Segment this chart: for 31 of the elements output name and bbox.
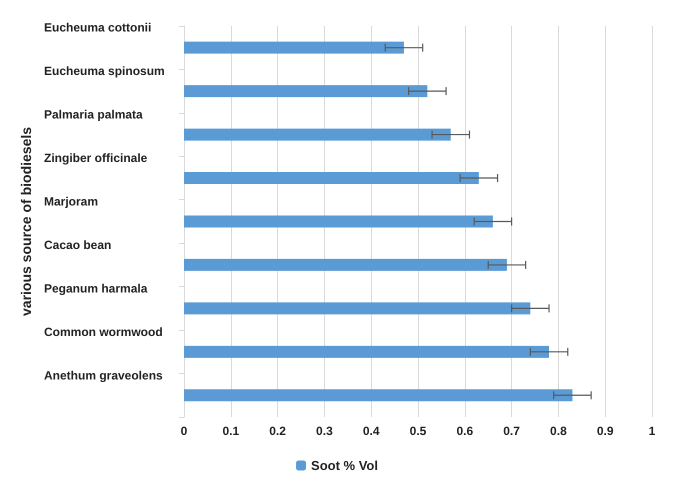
bar bbox=[184, 85, 428, 98]
x-tick-label: 1 bbox=[648, 424, 656, 438]
bar bbox=[184, 42, 404, 54]
y-tick-label: Marjoram bbox=[44, 194, 98, 208]
y-axis-title: various source of biodiesels bbox=[18, 126, 34, 316]
bar bbox=[184, 172, 479, 184]
y-tick-label: Eucheuma cottonii bbox=[44, 20, 152, 35]
x-tick-label: 0.6 bbox=[456, 424, 474, 438]
x-tick-label: 0 bbox=[180, 424, 188, 438]
x-tick-label: 0.5 bbox=[410, 424, 427, 438]
y-tick-label: Cacao bean bbox=[44, 238, 112, 252]
y-tick-label: Common wormwood bbox=[44, 324, 163, 339]
x-tick-label: 0.2 bbox=[269, 424, 286, 438]
bar bbox=[184, 128, 451, 141]
y-tick-label: Palmaria palmata bbox=[44, 108, 144, 122]
y-tick-label: Anethum graveolens bbox=[44, 368, 164, 382]
bar bbox=[184, 389, 572, 402]
bar bbox=[184, 258, 507, 271]
bar bbox=[184, 302, 530, 314]
x-tick-label: 0.7 bbox=[503, 424, 520, 438]
bar bbox=[184, 346, 550, 358]
legend-label: Soot % Vol bbox=[311, 458, 378, 473]
x-tick-label: 0.3 bbox=[316, 424, 334, 438]
x-tick-label: 0.8 bbox=[550, 424, 568, 438]
y-tick-label: Peganum harmala bbox=[44, 281, 148, 296]
x-tick-label: 0.4 bbox=[362, 424, 380, 438]
x-tick-label: 0.1 bbox=[222, 424, 240, 438]
x-tick-label: 0.9 bbox=[596, 424, 614, 438]
y-tick-label: Zingiber officinale bbox=[44, 151, 148, 166]
y-tick-label: Eucheuma spinosum bbox=[44, 64, 165, 78]
bar bbox=[184, 215, 493, 228]
